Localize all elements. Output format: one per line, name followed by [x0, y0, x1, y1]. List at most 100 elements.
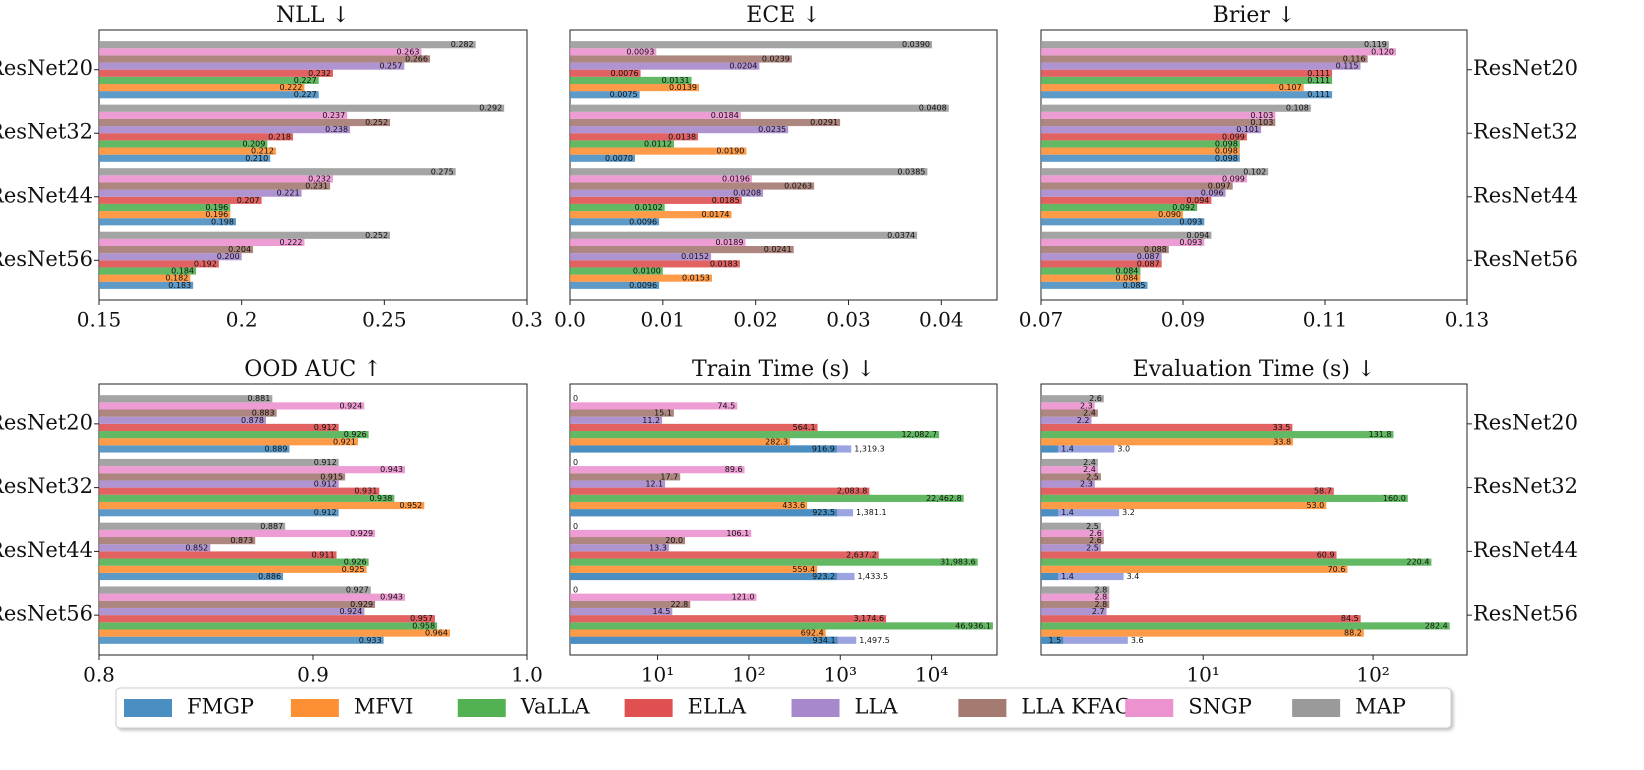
value-label: 0.912 — [314, 458, 337, 467]
value-label: 0.0112 — [644, 139, 672, 148]
bar — [1041, 529, 1104, 538]
bar — [1041, 593, 1110, 601]
bar — [570, 572, 838, 581]
bar — [570, 91, 640, 99]
value-label: 2.3 — [1080, 480, 1093, 489]
bar — [99, 281, 194, 289]
value-label: 0.0153 — [682, 274, 710, 283]
value-label: 1.4 — [1061, 508, 1074, 517]
value-label: 13.3 — [649, 543, 667, 552]
value-label: 0.0183 — [710, 259, 738, 268]
x-tick-label: 0.03 — [826, 308, 871, 332]
bar — [1041, 133, 1247, 141]
value-label: 121.0 — [732, 593, 755, 602]
bar — [570, 593, 757, 601]
value-label: 923.2 — [812, 572, 835, 581]
chart-title: OOD AUC ↑ — [244, 357, 381, 382]
bar — [1041, 509, 1059, 517]
bar — [1041, 402, 1095, 410]
bar — [99, 473, 346, 481]
legend-label: ELLA — [688, 695, 747, 719]
value-label: 3.6 — [1131, 636, 1144, 645]
bar — [99, 274, 191, 282]
bar — [1041, 522, 1101, 530]
value-label: 0.266 — [405, 54, 428, 63]
legend-swatch — [1292, 699, 1341, 717]
bar — [570, 182, 815, 190]
value-label: 0.263 — [397, 47, 420, 56]
value-label: 0.237 — [322, 111, 345, 120]
bar — [99, 586, 371, 594]
value-label: 0.0100 — [633, 267, 661, 276]
bar — [570, 41, 933, 49]
value-label: 0.221 — [277, 189, 300, 198]
bar — [99, 409, 277, 417]
value-label: 17.7 — [660, 472, 678, 481]
value-label: 0.101 — [1236, 125, 1259, 134]
value-label: 0.0204 — [729, 62, 757, 71]
category-label: ResNet32 — [0, 120, 93, 144]
x-tick-label: 0.11 — [1303, 308, 1348, 332]
category-label: ResNet20 — [1473, 56, 1578, 80]
value-label: 2.6 — [1089, 394, 1102, 403]
bar — [99, 607, 365, 616]
value-label: 0.232 — [308, 174, 331, 183]
bar — [570, 445, 837, 453]
value-label: 0.943 — [380, 465, 403, 474]
value-label: 916.9 — [812, 444, 835, 453]
category-label: ResNet56 — [0, 602, 93, 626]
value-label: 1.4 — [1061, 444, 1074, 453]
bar — [99, 211, 231, 219]
value-label: 0.192 — [194, 259, 217, 268]
bar-extension — [1041, 509, 1120, 517]
bar — [1041, 62, 1361, 70]
bar — [99, 62, 405, 70]
value-label: 2.6 — [1089, 536, 1102, 545]
x-tick-label: 0.01 — [641, 308, 686, 332]
value-label: 559.4 — [792, 565, 815, 574]
legend-swatch — [457, 699, 506, 717]
value-label: 0.926 — [344, 558, 367, 567]
value-label: 0.103 — [1250, 118, 1273, 127]
bar — [1041, 203, 1198, 212]
bar — [99, 267, 197, 275]
value-label: 0.275 — [431, 167, 454, 176]
x-tick-label: 10¹ — [641, 663, 674, 687]
bar-extension — [1041, 636, 1128, 644]
value-label: 0.120 — [1371, 47, 1394, 56]
legend-swatch — [1125, 699, 1174, 717]
bar — [99, 154, 271, 162]
value-label: 3.0 — [1117, 444, 1130, 453]
value-label: 0.084 — [1115, 274, 1138, 283]
bar — [99, 593, 406, 601]
bar — [570, 466, 745, 474]
value-label: 0.111 — [1307, 90, 1330, 99]
value-label: 0.231 — [305, 182, 328, 191]
value-label: 0.881 — [247, 394, 270, 403]
bar — [570, 168, 928, 176]
value-label: 0.088 — [1144, 245, 1167, 254]
value-label: 22,462.8 — [926, 494, 962, 503]
bar — [1041, 84, 1304, 92]
bar — [1041, 615, 1361, 623]
value-label: 0.292 — [479, 104, 502, 113]
category-label: ResNet44 — [1473, 538, 1578, 562]
bar — [570, 133, 699, 141]
bar — [99, 126, 351, 134]
bar — [1041, 91, 1333, 99]
value-label: 0.0075 — [610, 90, 638, 99]
value-label: 0.911 — [312, 550, 335, 559]
value-label: 0.099 — [1222, 132, 1245, 141]
bar — [99, 537, 256, 545]
legend-label: SNGP — [1188, 695, 1252, 719]
bar — [99, 423, 339, 432]
bar — [570, 480, 666, 488]
bar — [570, 565, 818, 573]
value-label: 20.0 — [665, 536, 683, 545]
value-label: 0.196 — [205, 203, 228, 212]
value-label: 1.4 — [1061, 572, 1074, 581]
value-label: 0.092 — [1172, 203, 1195, 212]
chart-title: Train Time (s) ↓ — [692, 357, 875, 382]
bar-extension — [1041, 572, 1124, 581]
bar — [1041, 281, 1148, 289]
